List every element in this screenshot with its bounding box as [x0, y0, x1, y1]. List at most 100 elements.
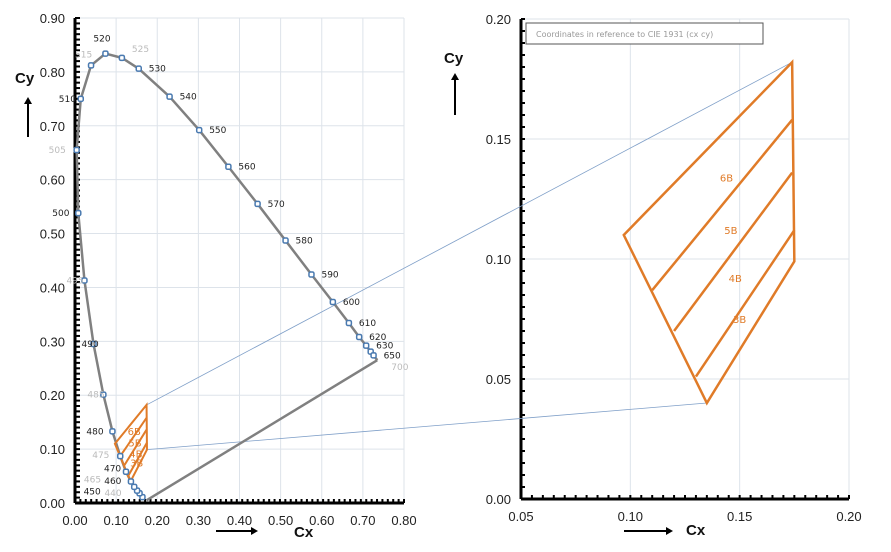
zoom-connector-line — [146, 61, 793, 406]
left-y-tick-label: 0.50 — [40, 227, 65, 242]
wavelength-label: 515 — [75, 50, 92, 60]
left-x-tick-label: 0.80 — [391, 513, 416, 528]
locus-point-marker — [370, 352, 377, 359]
left-x-tick-label: 0.40 — [227, 513, 252, 528]
wavelength-label: 525 — [132, 45, 149, 55]
locus-point-marker — [109, 428, 116, 435]
locus-point-marker — [118, 54, 126, 62]
left-bin-label: 3B — [130, 459, 143, 470]
right-bin-label: 4B — [729, 274, 742, 285]
up-arrow-icon — [24, 97, 32, 104]
wavelength-label: 480 — [86, 427, 103, 437]
left-y-tick-label: 0.90 — [40, 11, 65, 26]
wavelength-label: 475 — [92, 451, 109, 461]
wavelength-label: 620 — [369, 333, 386, 343]
left-bin-label: 6B — [128, 427, 141, 438]
wavelength-label: 580 — [296, 237, 313, 247]
right-bin-divider — [651, 119, 794, 291]
wavelength-label: 510 — [59, 95, 76, 105]
locus-point-marker — [195, 126, 203, 134]
left-y-tick-label: 0.20 — [40, 388, 65, 403]
wavelength-label: 490 — [82, 340, 99, 350]
right-bin-label: 6B — [720, 173, 733, 184]
wavelength-label: 505 — [49, 146, 66, 156]
left-bin-divider — [119, 417, 148, 457]
right-arrow-icon — [251, 527, 258, 535]
locus-point-marker — [87, 62, 95, 69]
left-y-tick-label: 0.60 — [40, 173, 65, 188]
locus-point-marker — [166, 93, 173, 100]
left-y-tick-label: 0.10 — [40, 442, 65, 457]
locus-point-marker — [329, 298, 337, 306]
wavelength-label: 550 — [209, 126, 226, 136]
wavelength-label: 450 — [84, 487, 101, 497]
locus-point-marker — [282, 237, 289, 244]
locus-point-marker — [135, 65, 142, 72]
locus-point-marker — [355, 333, 363, 341]
right-bin-label: 5B — [724, 226, 737, 237]
left-x-tick-label: 0.60 — [309, 513, 334, 528]
wavelength-label: 520 — [93, 35, 110, 45]
left-x-tick-label: 0.20 — [145, 513, 170, 528]
left-bin-label: 5B — [128, 439, 141, 450]
right-bin-outline — [622, 59, 796, 406]
left-x-tick-label: 0.10 — [103, 513, 128, 528]
annotation-text: Coordinates in reference to CIE 1931 (cx… — [536, 30, 713, 39]
wavelength-label: 500 — [52, 209, 69, 219]
wavelength-label: 495 — [66, 276, 83, 286]
locus-point-marker — [362, 342, 370, 349]
right-y-tick-label: 0.15 — [486, 132, 511, 147]
right-x-tick-label: 0.20 — [836, 509, 861, 524]
right-arrow-icon — [666, 527, 673, 535]
right-y-tick-label: 0.10 — [486, 252, 511, 267]
left-y-tick-label: 0.80 — [40, 65, 65, 80]
locus-point-marker — [122, 468, 130, 475]
wavelength-label: 465 — [84, 475, 101, 485]
purple-line — [145, 359, 378, 502]
locus-point-marker — [81, 277, 88, 284]
wavelength-label: 530 — [149, 65, 166, 75]
wavelength-label: 590 — [321, 271, 338, 281]
left-x-tick-label: 0.30 — [186, 513, 211, 528]
locus-point-marker — [225, 163, 232, 170]
wavelength-label: 560 — [238, 163, 255, 173]
right-bin-divider — [673, 171, 794, 332]
right-x-tick-label: 0.10 — [618, 509, 643, 524]
y-axis-title: Cy — [444, 50, 464, 67]
wavelength-label: 460 — [104, 477, 121, 487]
locus-point-marker — [308, 271, 315, 278]
wavelength-label: 485 — [87, 391, 104, 401]
right-x-tick-label: 0.15 — [727, 509, 752, 524]
left-bin-divider — [123, 429, 148, 466]
wavelength-label: 570 — [268, 200, 285, 210]
wavelength-label: 540 — [180, 93, 197, 103]
locus-point-marker — [77, 95, 85, 103]
x-axis-title: Cx — [686, 522, 706, 539]
locus-point-marker — [130, 483, 138, 491]
locus-point-marker — [73, 146, 80, 154]
left-x-tick-label: 0.00 — [62, 513, 87, 528]
locus-point-marker — [102, 50, 109, 57]
wavelength-label: 470 — [104, 465, 121, 475]
locus-point-marker — [75, 209, 82, 217]
right-y-tick-label: 0.05 — [486, 372, 511, 387]
right-x-tick-label: 0.05 — [508, 509, 533, 524]
wavelength-label: 440 — [104, 489, 121, 499]
zoom-connector-line — [146, 402, 707, 451]
left-bin-divider — [127, 442, 148, 477]
left-bin-label: 4B — [129, 449, 142, 460]
locus-point-marker — [254, 200, 261, 208]
wavelength-label: 700 — [391, 363, 408, 373]
left-x-tick-label: 0.50 — [268, 513, 293, 528]
right-y-tick-label: 0.00 — [486, 492, 511, 507]
left-y-tick-label: 0.70 — [40, 119, 65, 134]
left-x-tick-label: 0.70 — [350, 513, 375, 528]
locus-point-marker — [345, 319, 353, 327]
locus-point-marker — [127, 478, 135, 485]
wavelength-label: 610 — [359, 319, 376, 329]
left-y-tick-label: 0.30 — [40, 334, 65, 349]
locus-point-marker — [100, 391, 107, 398]
locus-point-marker — [90, 340, 97, 348]
left-y-tick-label: 0.40 — [40, 280, 65, 295]
